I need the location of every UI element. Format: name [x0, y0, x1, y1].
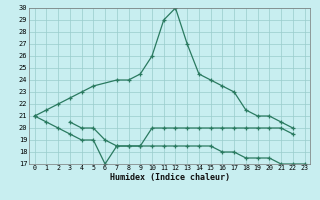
X-axis label: Humidex (Indice chaleur): Humidex (Indice chaleur) — [109, 173, 229, 182]
